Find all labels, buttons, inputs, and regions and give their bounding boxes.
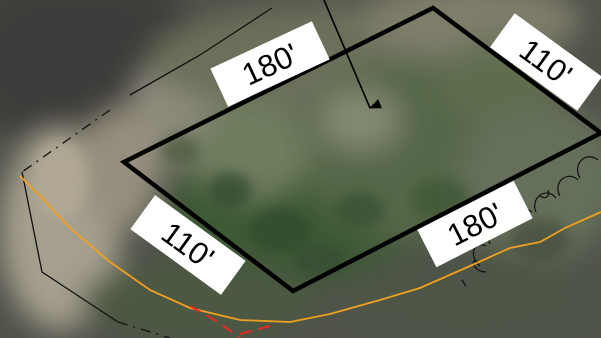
parcel-outline [119, 5, 601, 294]
boundary-line-lower [21, 171, 119, 323]
orange-line [19, 175, 601, 323]
boundary-dashdot-upper [21, 109, 111, 173]
red-dashed-line-2 [239, 325, 271, 335]
boundary-line-upper [129, 7, 273, 96]
pointer-arrow [323, 0, 383, 109]
red-dashed-line [189, 305, 241, 338]
boundary-lines [21, 7, 273, 338]
boundary-dashdot-lower [117, 321, 171, 338]
